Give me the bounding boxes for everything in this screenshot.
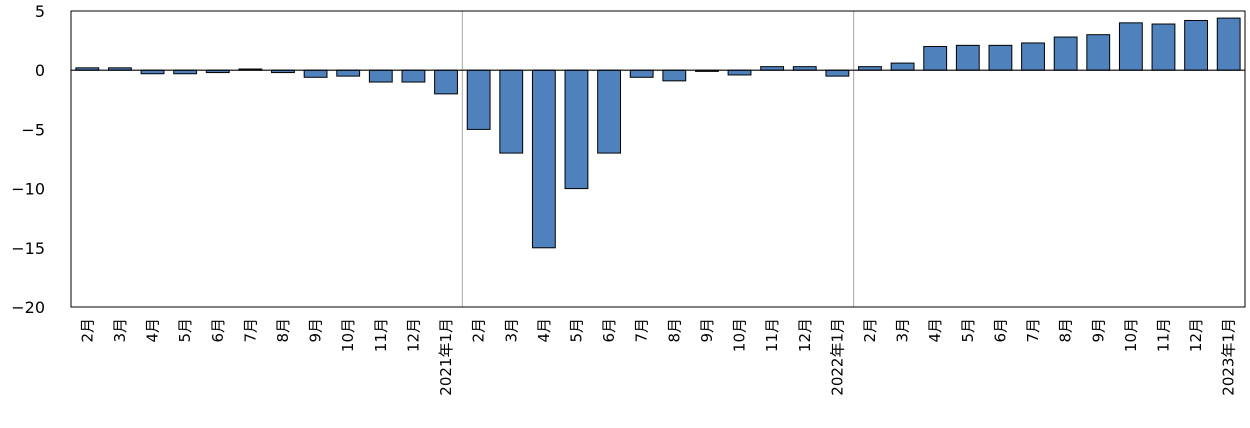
bar (499, 69, 524, 154)
x-tick-label: 12月 (1187, 318, 1205, 352)
x-tick-label: 9月 (1089, 318, 1107, 343)
x-tick-label: 3月 (894, 318, 912, 343)
x-tick-label: 11月 (1154, 318, 1172, 352)
x-tick-label: 7月 (241, 318, 259, 343)
bar (1216, 17, 1241, 71)
bar (890, 62, 915, 71)
bar (923, 46, 948, 71)
bar (727, 69, 752, 76)
x-tick-label: 10月 (339, 318, 357, 352)
x-tick-label: 5月 (176, 318, 194, 343)
year-dividers (461, 11, 855, 307)
bar (1118, 22, 1143, 71)
bar (1086, 34, 1111, 71)
x-tick-label: 2022年1月 (828, 318, 846, 396)
y-tick-label: −20 (11, 298, 45, 317)
x-tick-label: 11月 (763, 318, 781, 352)
x-tick-label: 10月 (1122, 318, 1140, 352)
bar (1021, 42, 1045, 71)
x-tick-label: 2月 (861, 318, 879, 343)
y-tick-label: 5 (35, 2, 45, 21)
x-tick-label: 2月 (78, 318, 96, 343)
bar-series (75, 17, 1241, 249)
x-tick-label: 12月 (404, 318, 422, 352)
y-tick-label: −5 (21, 120, 45, 139)
x-tick-label: 12月 (796, 318, 814, 352)
x-tick-label: 2023年1月 (1220, 318, 1238, 396)
bar (336, 69, 361, 77)
y-tick-label: −15 (11, 239, 45, 258)
bar (466, 69, 491, 130)
x-tick-label: 6月 (600, 318, 618, 343)
bar (825, 69, 850, 77)
x-tick-label: 7月 (633, 318, 651, 343)
y-axis: 5 0 −5 −10 −15 −20 (11, 2, 45, 317)
bar (597, 69, 621, 154)
x-tick-label: 8月 (665, 318, 683, 343)
x-tick-label: 3月 (502, 318, 520, 343)
x-tick-label: 2021年1月 (437, 318, 455, 396)
bar (368, 69, 393, 83)
x-tick-label: 3月 (111, 318, 129, 343)
bar (988, 44, 1013, 71)
x-tick-label: 6月 (991, 318, 1009, 343)
plot-area-frame (70, 10, 1246, 308)
x-tick-label: 6月 (209, 318, 227, 343)
y-tick-label: 0 (35, 61, 45, 80)
x-tick-label: 7月 (1024, 318, 1042, 343)
bar (401, 69, 426, 83)
x-tick-label: 2月 (470, 318, 488, 343)
x-tick-label: 4月 (926, 318, 944, 343)
x-axis: 2月 3月 4月 5月 6月 7月 8月 9月 10月 11月 12月 2021年1月 2月 3月 4月 5月… (78, 318, 1237, 396)
bar (303, 69, 328, 78)
bar (629, 69, 654, 78)
x-tick-label: 10月 (731, 318, 749, 352)
x-tick-label: 5月 (959, 318, 977, 343)
bar (531, 69, 556, 249)
x-tick-label: 8月 (1057, 318, 1075, 343)
x-tick-label: 8月 (274, 318, 292, 343)
bar (1053, 36, 1078, 71)
y-tick-label: −10 (11, 180, 45, 199)
bar (955, 44, 980, 71)
x-tick-label: 9月 (698, 318, 716, 343)
x-tick-label: 11月 (372, 318, 390, 352)
x-tick-label: 5月 (567, 318, 585, 343)
bar (662, 69, 687, 82)
x-tick-label: 4月 (535, 318, 553, 343)
bar (1151, 23, 1176, 71)
x-tick-label: 4月 (144, 318, 162, 343)
bar (564, 69, 589, 190)
bar (434, 69, 458, 95)
bar (1184, 19, 1209, 71)
x-tick-label: 9月 (307, 318, 325, 343)
